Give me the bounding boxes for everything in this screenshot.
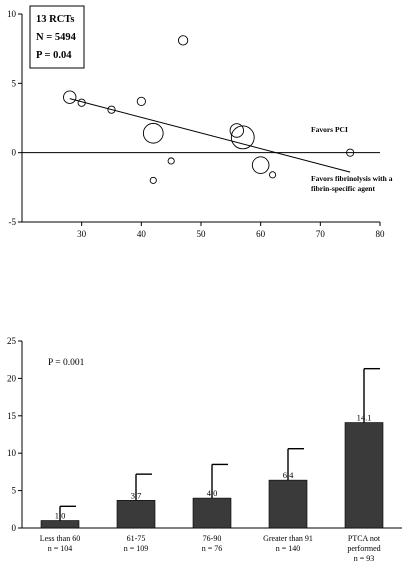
- x-tick-label: 30: [77, 229, 87, 239]
- y-tick-label: 0: [12, 523, 17, 533]
- scatter-chart: -5 0 5 10 30 40 50 60 70 80 13 RCTs N = 5494 P = 0.0…: [7, 5, 393, 239]
- stats-box-line: P = 0.04: [36, 50, 72, 61]
- y-tick-label: 5: [12, 78, 17, 88]
- y-tick-label: 15: [7, 411, 17, 421]
- bar-value-label: 4.0: [207, 488, 218, 498]
- bar-value-label: 1.0: [55, 511, 66, 521]
- annotation-fibrin-specific: fibrin-specific agent: [311, 184, 375, 193]
- y-tick-label: 0: [12, 148, 17, 158]
- category-label: Less than 60: [40, 534, 80, 543]
- data-point-11: [251, 156, 270, 174]
- data-point-2: [77, 98, 86, 107]
- p-value-label: P = 0.001: [48, 358, 85, 368]
- bar-value-label: 6.4: [283, 470, 294, 480]
- bar-3: [192, 497, 232, 529]
- bar-1: [40, 520, 80, 529]
- data-point-10: [230, 125, 255, 150]
- category-n-label: n = 109: [124, 544, 149, 553]
- data-point-6: [149, 176, 157, 184]
- category-label: Greater than 91: [263, 534, 313, 543]
- data-point-4: [136, 96, 146, 106]
- annotation-favors-fibrinolysis: Favors fibrinolysis with a: [311, 174, 393, 183]
- bar-2: [116, 500, 156, 529]
- x-tick-label: 80: [376, 229, 386, 239]
- bar-value-label: 14.1: [357, 413, 372, 423]
- data-point-8: [177, 35, 189, 46]
- category-n-label: n = 140: [276, 544, 301, 553]
- bar-5: [344, 422, 384, 529]
- category-n-label: n = 93: [354, 554, 375, 563]
- data-point-7: [167, 157, 175, 165]
- stats-box: [29, 5, 85, 69]
- regression-line: [69, 98, 351, 173]
- data-point-3: [107, 105, 116, 114]
- category-label: PTCA not performed: [347, 534, 381, 553]
- x-tick-label: 70: [316, 229, 326, 239]
- y-tick-label: 10: [7, 9, 17, 19]
- x-tick-label: 50: [197, 229, 207, 239]
- data-point-12: [269, 171, 277, 179]
- category-label: 76-90: [203, 534, 222, 543]
- x-tick-label: 60: [256, 229, 266, 239]
- data-point-1: [63, 90, 77, 104]
- stats-box-line: N = 5494: [36, 32, 77, 43]
- y-tick-label: 25: [7, 336, 17, 346]
- x-tick-label: 40: [137, 229, 147, 239]
- data-point-13: [346, 148, 355, 157]
- category-label: 61-75: [127, 534, 146, 543]
- y-tick-label: -5: [9, 217, 17, 227]
- category-n-label: n = 104: [48, 544, 73, 553]
- y-tick-label: 5: [12, 486, 17, 496]
- category-n-label: n = 76: [202, 544, 223, 553]
- data-point-5: [142, 122, 164, 144]
- y-tick-label: 10: [7, 448, 17, 458]
- data-point-9: [229, 123, 245, 138]
- bar-4: [268, 479, 308, 529]
- y-tick-label: 20: [7, 373, 17, 383]
- stats-box-line: 13 RCTs: [36, 14, 74, 25]
- bar-value-label: 3.7: [131, 490, 142, 500]
- annotation-favors-pci: Favors PCI: [311, 125, 348, 134]
